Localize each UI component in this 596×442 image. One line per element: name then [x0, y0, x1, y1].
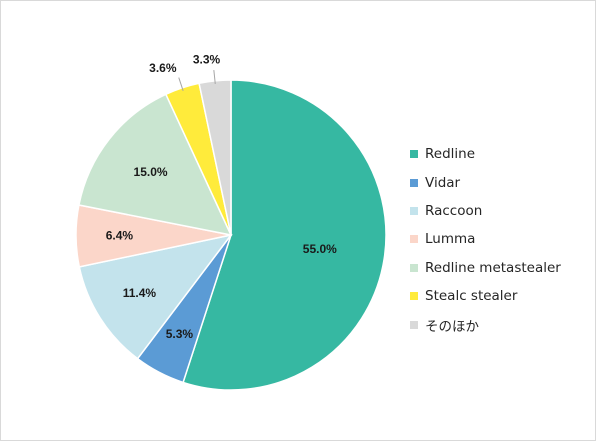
slice-label-3: 11.4%: [123, 286, 157, 300]
legend-label: そのほか: [425, 318, 479, 335]
legend-label: Stealc stealer: [425, 288, 518, 305]
slice-label-7: 3.3%: [193, 53, 221, 67]
legend-item-2: Vidar: [410, 168, 561, 196]
slice-label-6: 3.6%: [149, 61, 177, 75]
legend-swatch: [410, 292, 418, 301]
legend-item-4: Lumma: [410, 225, 561, 253]
slice-label-4: 6.4%: [106, 229, 134, 243]
legend-swatch: [410, 320, 418, 329]
legend-swatch: [410, 150, 418, 159]
legend-item-6: Stealc stealer: [410, 282, 561, 310]
leader-line-7: [213, 69, 216, 84]
chart-legend: Redline Vidar Raccoon Lumma Redline metastea…: [410, 140, 561, 339]
legend-label: Lumma: [425, 231, 476, 248]
legend-swatch: [410, 263, 418, 272]
legend-label: Raccoon: [425, 202, 483, 219]
legend-item-5: Redline metastealer: [410, 254, 561, 282]
legend-label: Redline metastealer: [425, 259, 561, 276]
legend-item-3: Raccoon: [410, 197, 561, 225]
legend-swatch: [410, 235, 418, 244]
slice-label-2: 5.3%: [166, 327, 194, 341]
slice-label-5: 15.0%: [134, 165, 168, 179]
slice-labels: 55.0% 5.3% 11.4% 6.4% 15.0% 3.6% 3.3%: [106, 53, 337, 341]
legend-swatch: [410, 178, 418, 187]
pie-slice-3: [78, 233, 233, 360]
legend-label: Vidar: [425, 174, 461, 191]
legend-item-7: そのほか: [410, 310, 561, 338]
legend-swatch: [410, 206, 418, 215]
pie-slice-1: [182, 79, 387, 391]
legend-label: Redline: [425, 146, 476, 163]
leader-line-6: [178, 77, 184, 91]
slice-label-1: 55.0%: [303, 242, 337, 256]
leader-lines: [178, 69, 216, 91]
pie-slice-5: [78, 93, 233, 237]
legend-item-1: Redline: [410, 140, 561, 168]
